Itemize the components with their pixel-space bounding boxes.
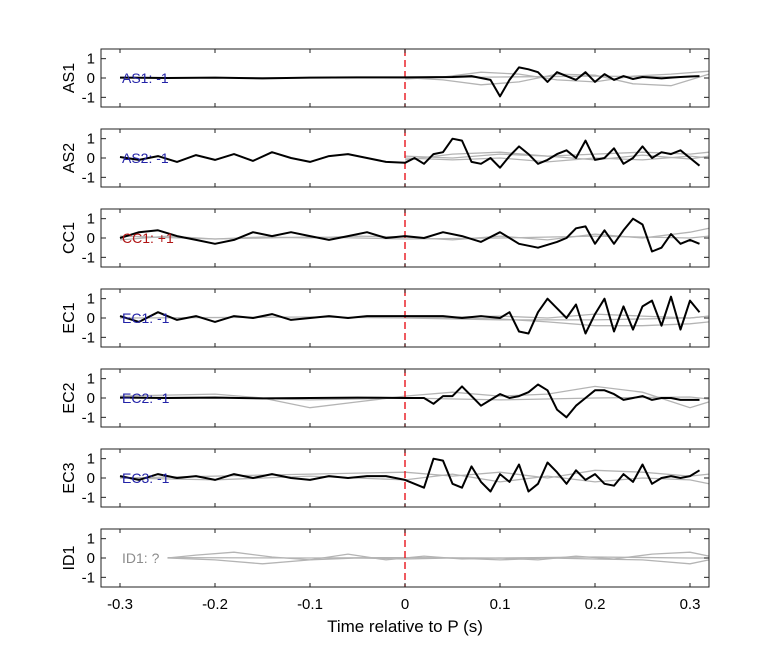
x-axis: -0.3 -0.2 -0.1 0 0.1 0.2 0.3: [107, 596, 700, 613]
waveform-trace: [119, 137, 701, 169]
y-axis-label: ID1: [61, 545, 78, 570]
x-tick-label: 0.3: [680, 596, 701, 613]
station-polarity-label: EC3: -1: [122, 470, 170, 486]
y-tick-label: -1: [82, 569, 95, 586]
y-tick-label: 1: [87, 51, 95, 68]
y-tick-label: 0: [87, 470, 95, 487]
gray-trace: [119, 473, 710, 485]
x-tick-label: -0.2: [202, 596, 228, 613]
x-tick-label: -0.1: [297, 596, 323, 613]
gray-trace: [167, 557, 710, 565]
y-tick-label: 0: [87, 150, 95, 167]
station-polarity-label: EC2: -1: [122, 390, 170, 406]
y-tick-label: 1: [87, 531, 95, 548]
station-polarity-label: AS2: -1: [122, 150, 169, 166]
y-tick-label: 1: [87, 371, 95, 388]
gray-trace: [404, 155, 710, 163]
y-axis-label: EC1: [61, 302, 78, 333]
y-tick-label: -1: [82, 329, 95, 346]
station-polarity-label: ID1: ?: [122, 550, 160, 566]
gray-trace: [404, 316, 710, 327]
gray-trace: [404, 153, 710, 161]
x-tick-label: 0.2: [585, 596, 606, 613]
x-tick-label: -0.3: [107, 596, 133, 613]
station-polarity-label: CC1: +1: [122, 230, 174, 246]
y-tick-label: 1: [87, 131, 95, 148]
x-tick-label: 0.1: [490, 596, 511, 613]
y-tick-label: 0: [87, 390, 95, 407]
x-axis-label: Time relative to P (s): [327, 617, 483, 636]
station-polarity-label: EC1: -1: [122, 310, 170, 326]
y-tick-label: -1: [82, 89, 95, 106]
y-axis-label: AS1: [61, 63, 78, 93]
waveform-trace: [119, 457, 701, 493]
gray-trace: [404, 73, 710, 87]
waveform-trace: [119, 383, 700, 419]
y-axis-label: CC1: [61, 222, 78, 254]
y-tick-label: 1: [87, 451, 95, 468]
waveform-trace: [119, 295, 701, 335]
waveform-trace: [119, 66, 700, 98]
y-axis-label: AS2: [61, 143, 78, 173]
y-tick-label: 0: [87, 70, 95, 87]
y-axis-label: EC2: [61, 382, 78, 413]
y-tick-label: 1: [87, 211, 95, 228]
y-tick-label: 0: [87, 230, 95, 247]
y-tick-label: 0: [87, 550, 95, 567]
y-tick-label: -1: [82, 169, 95, 186]
waveform-trace: [119, 217, 700, 253]
gray-trace: [167, 556, 709, 559]
y-tick-label: 1: [87, 291, 95, 308]
y-tick-label: -1: [82, 249, 95, 266]
gray-trace: [404, 70, 710, 83]
station-polarity-label: AS1: -1: [122, 70, 169, 86]
y-axis-label: EC3: [61, 462, 78, 493]
y-tick-label: 0: [87, 310, 95, 327]
y-tick-label: -1: [82, 409, 95, 426]
x-tick-label: 0: [401, 596, 409, 613]
y-tick-label: -1: [82, 489, 95, 506]
